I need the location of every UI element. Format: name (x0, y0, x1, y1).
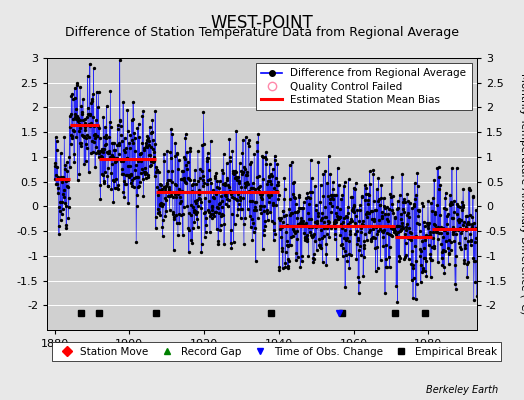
Legend: Station Move, Record Gap, Time of Obs. Change, Empirical Break: Station Move, Record Gap, Time of Obs. C… (52, 342, 501, 361)
Y-axis label: Monthly Temperature Anomaly Difference (°C): Monthly Temperature Anomaly Difference (… (519, 73, 524, 315)
Text: WEST-POINT: WEST-POINT (211, 14, 313, 32)
Legend: Difference from Regional Average, Quality Control Failed, Estimated Station Mean: Difference from Regional Average, Qualit… (256, 63, 472, 110)
Text: Berkeley Earth: Berkeley Earth (425, 385, 498, 395)
Text: Difference of Station Temperature Data from Regional Average: Difference of Station Temperature Data f… (65, 26, 459, 39)
